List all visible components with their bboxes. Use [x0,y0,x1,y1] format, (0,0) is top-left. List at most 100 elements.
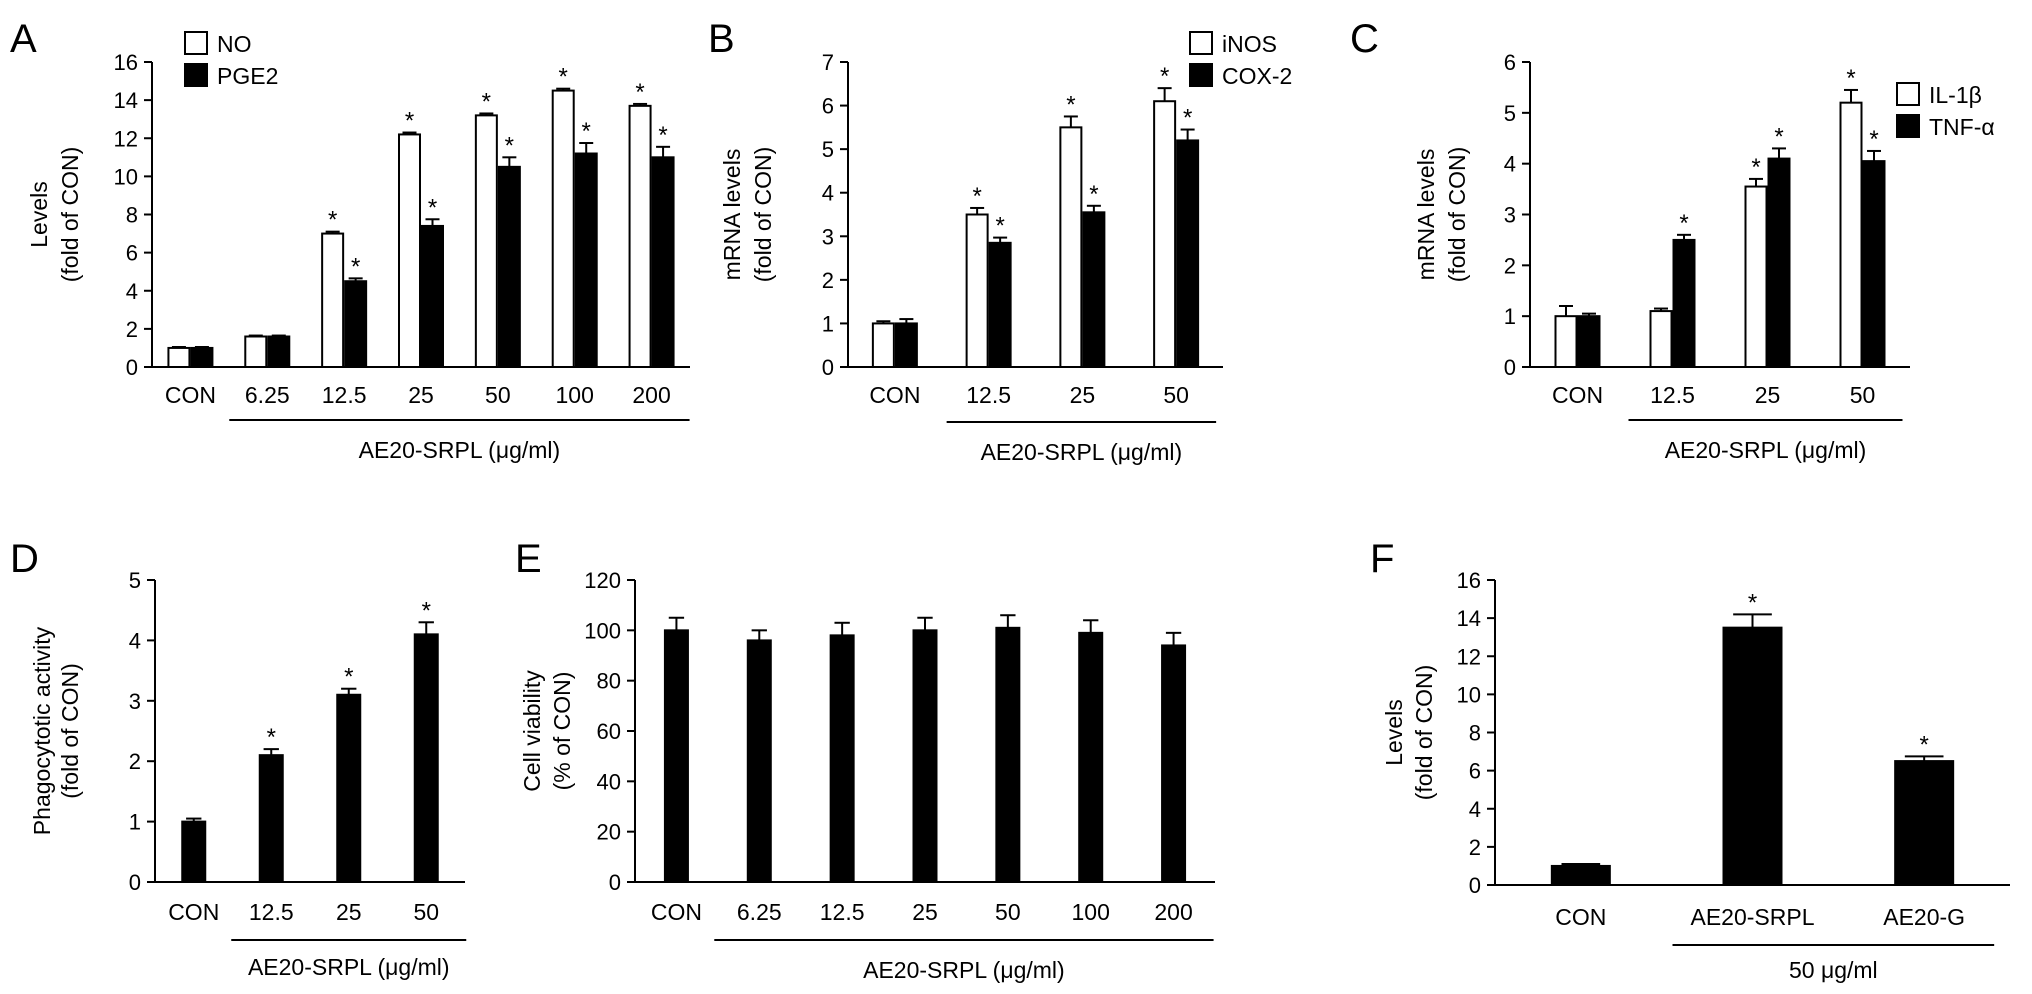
y-tick-label: 8 [1469,721,1481,746]
x-tick-label: 50 [995,899,1021,925]
x-tick-label: 12.5 [966,382,1011,408]
legend-entry: iNOS [1222,31,1277,57]
x-tick-label: 50 [413,899,439,925]
legend-entry: COX-2 [1222,63,1292,89]
y-tick-label: 2 [1469,835,1481,860]
y-tick-label: 12 [114,126,138,151]
x-tick-label: 25 [408,382,434,408]
significance-marker: * [267,724,276,751]
x-tick-label: 25 [912,899,938,925]
bar [663,629,689,883]
y-tick-label: 0 [126,355,138,380]
x-tick-label: 100 [1072,899,1110,925]
y-tick-label: 8 [126,203,138,228]
bar [1839,101,1863,369]
x-tick-label: 50 [485,382,511,408]
panel-e: E 0 20 40 60 80 100 120 Cell viability (% of CON)… [515,537,1215,983]
bar [244,335,268,368]
significance-marker: * [1846,65,1855,92]
bar [995,626,1021,883]
bar [421,224,444,368]
group-label: AE20-SRPL (μg/ml) [359,437,561,463]
bar [1554,315,1578,368]
significance-marker: * [1919,731,1928,758]
bar [1153,100,1177,368]
bar [190,346,214,368]
y-tick-label: 0 [129,870,141,895]
y-axis-label: Cell viability [519,670,545,792]
significance-marker: * [1748,589,1757,616]
significance-marker: * [351,253,360,280]
group-label: AE20-SRPL (μg/ml) [1665,437,1867,463]
bar [894,322,918,368]
x-tick-label: 200 [1154,899,1192,925]
x-tick-label: 50 [1850,382,1876,408]
x-tick-label: 100 [556,382,594,408]
x-tick-label: 6.25 [245,382,290,408]
significance-marker: * [995,213,1004,240]
y-tick-label: 12 [1457,644,1481,669]
bar [1059,126,1083,368]
y-tick-label: 60 [597,719,621,744]
y-axis-label: (fold of CON) [57,147,83,282]
y-tick-label: 1 [822,311,834,336]
bar [829,634,855,883]
group-label: AE20-SRPL (μg/ml) [863,957,1065,983]
significance-marker: * [1160,63,1169,90]
y-axis-label: (fold of CON) [1444,147,1470,282]
legend-swatch [1189,31,1213,55]
y-tick-label: 4 [1469,797,1481,822]
bar [574,152,598,368]
y-tick-label: 3 [822,224,834,249]
y-tick-label: 16 [1457,568,1481,593]
group-label: AE20-SRPL (μg/ml) [248,954,450,980]
y-tick-label: 2 [126,317,138,342]
y-tick-label: 0 [609,870,621,895]
bar [336,693,362,884]
y-tick-label: 6 [126,241,138,266]
legend-swatch [1896,82,1920,106]
significance-marker: * [422,597,431,624]
bar [965,213,989,368]
significance-marker: * [1183,105,1192,132]
significance-marker: * [1679,210,1688,237]
y-tick-label: 0 [1469,873,1481,898]
y-tick-label: 10 [1457,682,1481,707]
y-axis-label: (% of CON) [549,672,575,791]
y-axis-label: (fold of CON) [1411,665,1437,800]
bar [1550,864,1611,886]
x-tick-label: CON [869,382,920,408]
x-tick-label: 25 [1070,382,1096,408]
y-tick-label: 3 [129,689,141,714]
y-tick-label: 6 [1469,759,1481,784]
bar [398,133,421,368]
panel-f: F 0 2 4 6 8 10 12 14 16 Levels (fold of CON) * * CON AE… [1370,537,2010,983]
bar [497,165,521,368]
x-tick-label: 12.5 [249,899,294,925]
y-tick-label: 5 [1504,101,1516,126]
bar [746,639,772,884]
x-tick-label: 50 [1163,382,1189,408]
y-tick-label: 1 [129,810,141,835]
legend-swatch [1896,114,1920,138]
y-tick-label: 2 [1504,253,1516,278]
bar [1722,626,1783,886]
y-tick-label: 1 [1504,304,1516,329]
legend-swatch [184,31,208,55]
significance-marker: * [1751,154,1760,181]
y-tick-label: 80 [597,669,621,694]
y-tick-label: 5 [129,568,141,593]
panel-label: C [1350,17,1379,61]
significance-marker: * [405,108,414,135]
x-tick-label: 25 [1755,382,1781,408]
bar [258,754,284,883]
significance-marker: * [482,88,491,115]
significance-marker: * [635,79,644,106]
y-tick-label: 4 [1504,152,1516,177]
bar [1672,238,1696,369]
y-axis-label: Levels [26,181,52,247]
x-tick-label: CON [651,899,702,925]
x-tick-label: CON [1552,382,1603,408]
legend-swatch [184,63,208,87]
bar [912,629,938,883]
